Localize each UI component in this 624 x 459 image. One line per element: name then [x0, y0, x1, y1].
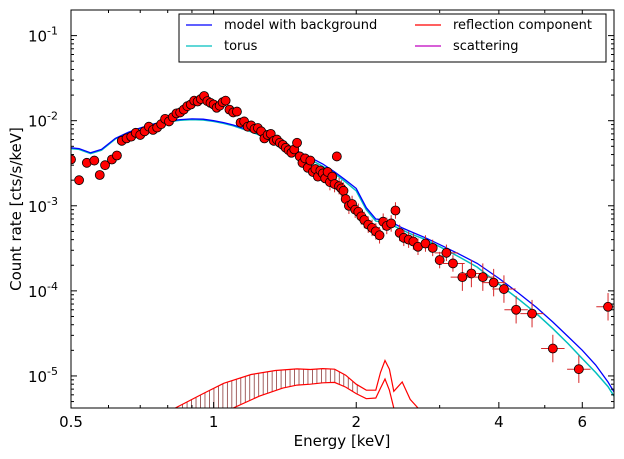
- data-point: [94, 170, 105, 180]
- data-point: [292, 137, 302, 148]
- reflection-component-line: [175, 359, 419, 408]
- reflection-component-lower-line: [232, 377, 395, 408]
- data-point: [434, 255, 445, 265]
- y-axis-label: Count rate [cts/s/keV]: [7, 127, 25, 291]
- data-point: [427, 242, 438, 253]
- x-axis-label: Energy [keV]: [294, 432, 391, 450]
- legend-label-2: torus: [224, 39, 258, 54]
- data-point: [112, 150, 122, 161]
- data-point: [100, 160, 110, 171]
- data-point: [331, 151, 342, 162]
- data-point: [338, 185, 349, 196]
- legend-label-3: scattering: [453, 39, 519, 54]
- x-tick-label-4: 6: [578, 413, 588, 431]
- data-point: [573, 364, 584, 375]
- data-point: [390, 205, 401, 216]
- data-point: [420, 238, 431, 249]
- x-tick-label-0: 0.5: [59, 413, 83, 431]
- data-point: [466, 268, 477, 279]
- data-point: [527, 308, 537, 319]
- data-point: [448, 258, 458, 269]
- data-point: [89, 155, 100, 166]
- legend-box: [178, 13, 607, 63]
- data-point: [74, 175, 84, 186]
- plot-frame: [70, 9, 615, 409]
- x-tick-label-2: 2: [351, 413, 361, 431]
- data-point: [477, 272, 488, 283]
- data-point: [220, 95, 231, 106]
- data-point: [374, 230, 385, 241]
- data-point: [386, 218, 397, 229]
- data-point: [547, 343, 558, 354]
- data-point: [499, 284, 509, 294]
- data-point: [232, 106, 242, 117]
- legend-label-0: model with background: [224, 18, 377, 33]
- x-tick-label-3: 4: [494, 413, 504, 431]
- data-point: [603, 301, 613, 312]
- x-tick-label-1: 1: [209, 413, 219, 431]
- data-point: [511, 304, 522, 315]
- data-point: [71, 154, 76, 165]
- data-point: [305, 155, 316, 166]
- data-point: [457, 272, 468, 283]
- legend: model with background reflection componen…: [178, 13, 607, 63]
- data-point: [441, 247, 452, 258]
- legend-label-1: reflection component: [453, 18, 592, 33]
- data-point: [488, 277, 499, 288]
